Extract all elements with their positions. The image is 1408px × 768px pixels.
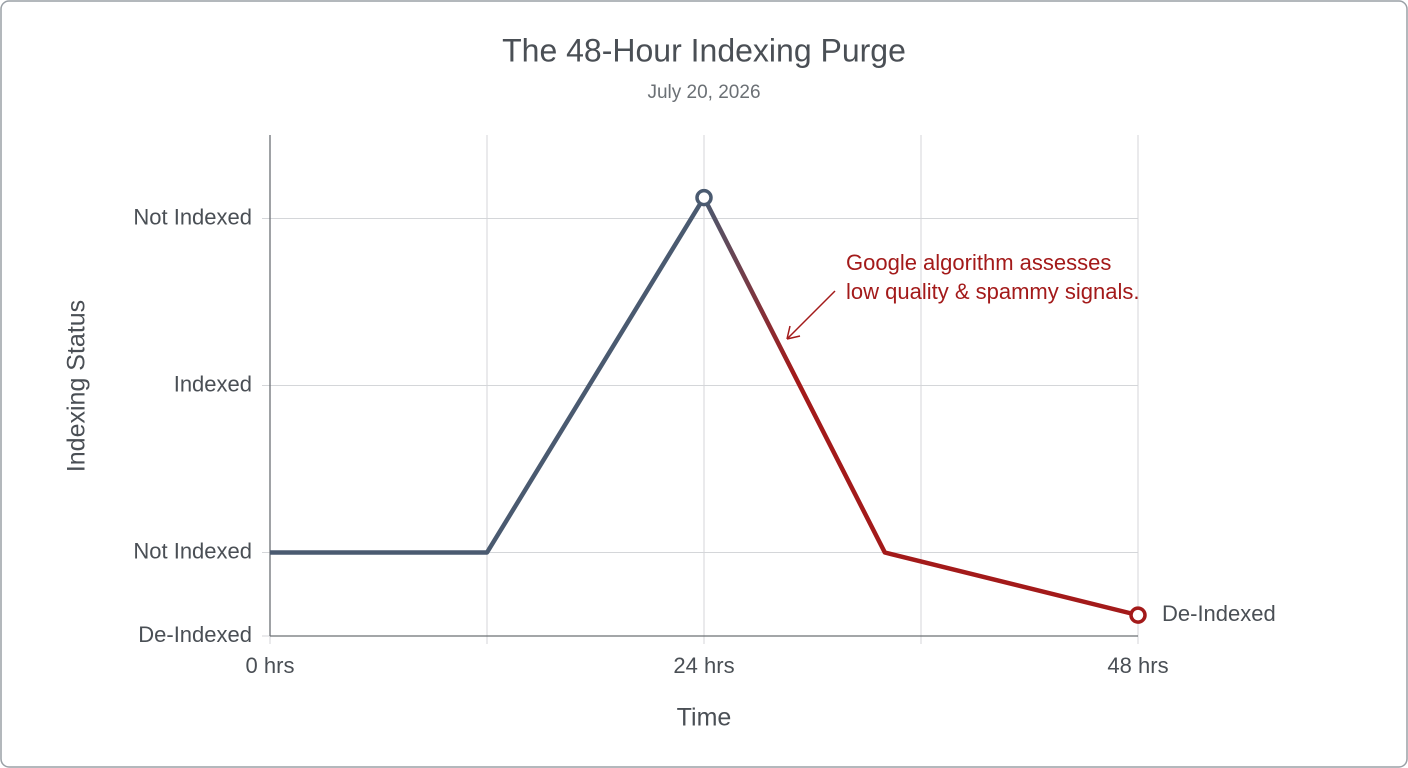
y-tick-label: De-Indexed: [138, 622, 252, 647]
annotation-text: low quality & spammy signals.: [846, 279, 1139, 304]
x-tick-label: 24 hrs: [673, 653, 734, 678]
y-tick-label: Not Indexed: [133, 204, 252, 229]
y-axis-title: Indexing Status: [63, 300, 91, 472]
chart-title: The 48-Hour Indexing Purge: [502, 32, 906, 68]
x-axis-title: Time: [677, 704, 732, 732]
y-tick-label: Not Indexed: [133, 538, 252, 563]
y-tick-label: Indexed: [174, 371, 252, 396]
annotation-text: Google algorithm assesses: [846, 250, 1111, 275]
x-tick-label: 0 hrs: [246, 653, 295, 678]
point-marker: [1129, 606, 1147, 624]
end-label: De-Indexed: [1162, 601, 1276, 626]
x-tick-label: 48 hrs: [1107, 653, 1168, 678]
annotation-arrow: [786, 290, 836, 340]
chart-subtitle: July 20, 2026: [647, 82, 760, 103]
point-marker: [695, 188, 713, 207]
